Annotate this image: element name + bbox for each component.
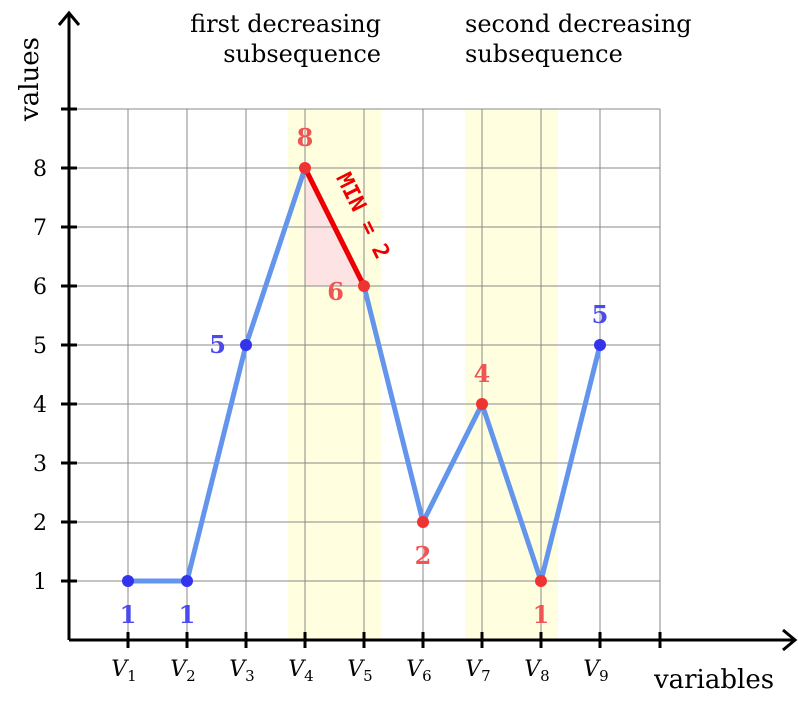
region-1-title-line-2: subsequence xyxy=(223,40,381,68)
region-1-title-line-1: first decreasing xyxy=(190,10,381,38)
point-label-V3: 5 xyxy=(209,330,226,359)
region-1 xyxy=(288,109,381,640)
axes xyxy=(57,10,798,652)
highlight-regions xyxy=(288,109,558,640)
series xyxy=(122,162,606,587)
y-tick-label-5: 5 xyxy=(33,334,47,359)
region-2-title-line-2: subsequence xyxy=(465,40,623,68)
point-V8 xyxy=(535,575,547,587)
point-label-V1: 1 xyxy=(120,600,137,629)
point-V6 xyxy=(417,516,429,528)
y-tick-label-6: 6 xyxy=(33,275,47,300)
x-tick-label-V8: V8 xyxy=(524,657,549,685)
x-tick-label-V3: V3 xyxy=(229,657,254,685)
min-segment xyxy=(302,165,367,289)
point-label-V9: 5 xyxy=(592,300,609,329)
point-V3 xyxy=(240,339,252,351)
x-tick-label-V9: V9 xyxy=(583,657,608,685)
point-label-V4: 8 xyxy=(297,123,314,152)
region-2-title-line-1: second decreasing xyxy=(465,10,692,38)
x-axis-arrow xyxy=(782,628,798,652)
point-V9 xyxy=(594,339,606,351)
y-axis-arrow xyxy=(57,10,81,26)
x-axis-label: variables xyxy=(653,665,774,695)
point-label-V6: 2 xyxy=(415,541,432,570)
point-V5 xyxy=(358,280,370,292)
y-tick-label-1: 1 xyxy=(33,570,47,595)
point-label-V5: 6 xyxy=(327,277,344,306)
y-axis-label: values xyxy=(15,37,45,122)
y-tick-label-3: 3 xyxy=(33,452,47,477)
x-tick-label-V4: V4 xyxy=(288,657,313,685)
point-V2 xyxy=(181,575,193,587)
point-V1 xyxy=(122,575,134,587)
point-label-V7: 4 xyxy=(474,359,491,388)
y-tick-label-2: 2 xyxy=(33,511,47,536)
grid xyxy=(69,108,661,640)
point-label-V8: 1 xyxy=(533,600,550,629)
x-tick-label-V1: V1 xyxy=(111,657,136,685)
y-tick-label-4: 4 xyxy=(33,393,47,418)
x-tick-label-V7: V7 xyxy=(465,657,490,685)
x-tick-label-V2: V2 xyxy=(170,657,195,685)
y-tick-label-8: 8 xyxy=(33,157,47,182)
y-tick-label-7: 7 xyxy=(33,216,47,241)
point-V4 xyxy=(299,162,311,174)
region-2 xyxy=(465,109,558,640)
x-tick-label-V5: V5 xyxy=(347,657,372,685)
ticks xyxy=(61,107,662,648)
point-V7 xyxy=(476,398,488,410)
point-label-V2: 1 xyxy=(179,600,196,629)
x-tick-label-V6: V6 xyxy=(406,657,431,685)
